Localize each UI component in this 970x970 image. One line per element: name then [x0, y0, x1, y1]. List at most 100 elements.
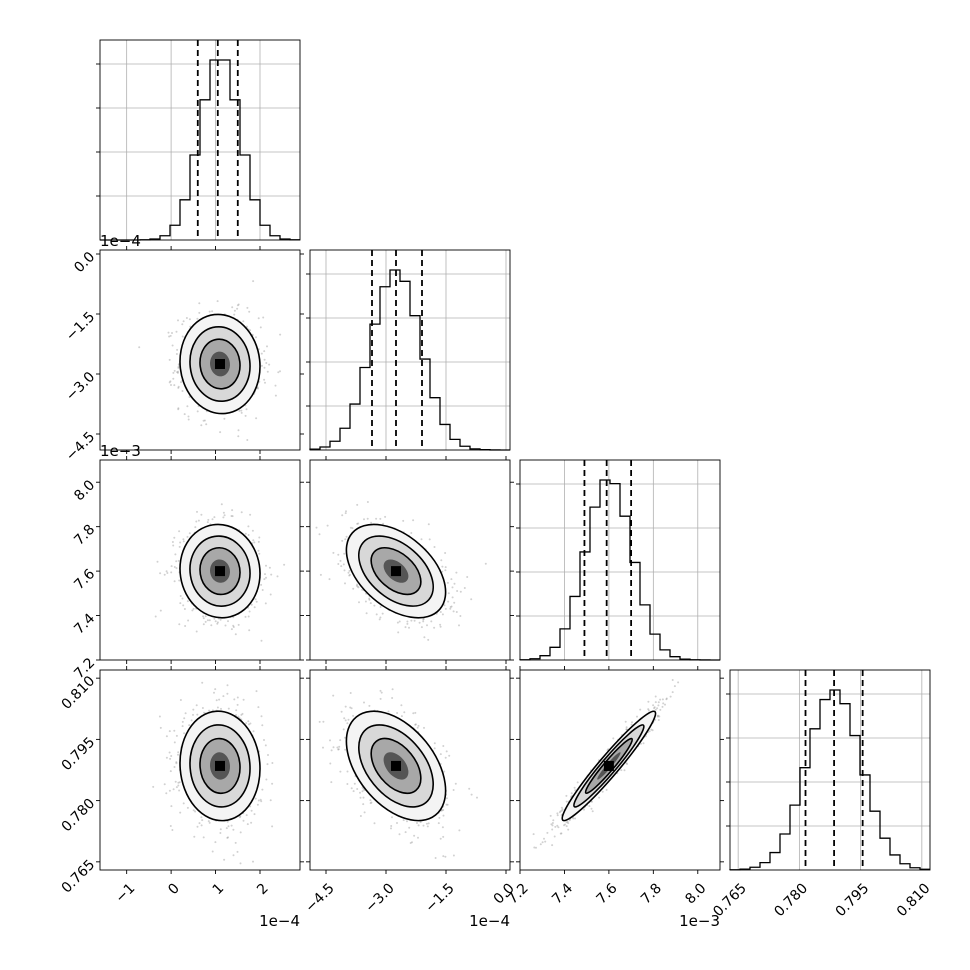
- scatter-point: [426, 825, 429, 828]
- scatter-point: [252, 860, 254, 863]
- scatter-point: [210, 624, 213, 627]
- scatter-point: [416, 726, 419, 729]
- scatter-point: [173, 384, 176, 387]
- scatter-point: [216, 300, 219, 303]
- scatter-panel: [96, 246, 304, 454]
- scatter-point: [444, 756, 447, 759]
- scatter-point: [207, 518, 210, 521]
- scatter-point: [239, 862, 242, 865]
- scatter-point: [180, 381, 182, 384]
- scatter-point: [408, 826, 411, 829]
- scatter-point: [379, 517, 382, 520]
- scatter-point: [419, 821, 422, 824]
- scatter-point: [352, 790, 355, 793]
- scatter-point: [201, 707, 204, 709]
- scatter-point: [182, 604, 185, 607]
- scatter-point: [427, 822, 430, 825]
- scatter-point: [177, 408, 180, 411]
- scatter-point: [263, 350, 266, 353]
- scatter-point: [230, 628, 233, 631]
- scatter-point: [190, 719, 193, 722]
- scatter-point: [156, 560, 159, 563]
- scatter-point: [651, 729, 654, 732]
- scatter-point: [244, 532, 247, 535]
- scatter-point: [165, 735, 168, 738]
- scatter-point: [169, 334, 172, 337]
- scatter-point: [227, 825, 230, 828]
- scatter-point: [443, 770, 446, 773]
- scatter-point: [414, 723, 417, 726]
- scatter-point: [422, 620, 425, 623]
- axes-frame: [99, 249, 301, 451]
- scatter-panel: [306, 666, 514, 874]
- scatter-point: [177, 365, 180, 368]
- scatter-point: [176, 371, 179, 374]
- scatter-point: [428, 538, 431, 541]
- scatter-point: [631, 721, 633, 724]
- axes-frame: [99, 39, 301, 241]
- scatter-point: [208, 709, 211, 712]
- scatter-point: [647, 709, 650, 712]
- scatter-point: [201, 819, 204, 822]
- scatter-point: [208, 619, 211, 622]
- density-peak: [391, 566, 401, 577]
- scatter-point: [235, 709, 238, 712]
- scatter-point: [255, 600, 258, 603]
- scatter-point: [261, 788, 264, 791]
- scatter-point: [219, 828, 222, 831]
- scatter-point: [420, 538, 423, 541]
- scatter-point: [355, 584, 358, 587]
- scatter-point: [356, 503, 359, 506]
- scatter-point: [198, 311, 201, 314]
- scatter-point: [213, 691, 215, 694]
- scatter-point: [196, 510, 198, 513]
- scatter-point: [227, 707, 230, 710]
- scatter-point: [171, 332, 173, 334]
- scatter-point: [264, 573, 266, 576]
- scatter-point: [423, 726, 425, 729]
- scatter-point: [270, 573, 273, 576]
- scatter-point: [406, 622, 409, 625]
- scatter-point: [247, 720, 250, 723]
- scatter-point: [398, 620, 401, 623]
- panel-content: [154, 503, 286, 642]
- scatter-point: [237, 623, 240, 626]
- scatter-point: [246, 439, 249, 441]
- scatter-point: [414, 723, 417, 726]
- scatter-point: [214, 688, 217, 691]
- scatter-point: [390, 827, 392, 830]
- scatter-point: [441, 565, 444, 568]
- scatter-point: [262, 316, 265, 319]
- scatter-point: [193, 835, 196, 838]
- scatter-point: [232, 626, 235, 628]
- scatter-point: [233, 313, 236, 316]
- scatter-point: [173, 566, 176, 568]
- scatter-point: [380, 691, 383, 694]
- scatter-point: [328, 578, 331, 581]
- scatter-point: [404, 626, 407, 629]
- scatter-point: [250, 809, 253, 812]
- scatter-point: [196, 317, 199, 320]
- scatter-point: [178, 789, 181, 792]
- scatter-point: [356, 583, 359, 586]
- scatter-point: [195, 520, 198, 523]
- scatter-point: [267, 754, 269, 756]
- scatter-point: [158, 715, 161, 718]
- scatter-point: [404, 831, 407, 834]
- scatter-point: [196, 713, 199, 716]
- scatter-point: [236, 304, 239, 307]
- scatter-point: [339, 770, 342, 773]
- scatter-point: [203, 419, 206, 422]
- scatter-point: [260, 364, 263, 367]
- scatter-point: [654, 701, 657, 704]
- scatter-point: [237, 715, 240, 718]
- scatter-point: [200, 424, 203, 427]
- scatter-point: [170, 755, 173, 757]
- scatter-point: [196, 410, 199, 413]
- scatter-point: [624, 720, 627, 723]
- scatter-point: [433, 742, 436, 745]
- scatter-point: [351, 527, 354, 530]
- scatter-point: [194, 810, 197, 813]
- scatter-point: [564, 823, 567, 826]
- scatter-point: [260, 715, 263, 718]
